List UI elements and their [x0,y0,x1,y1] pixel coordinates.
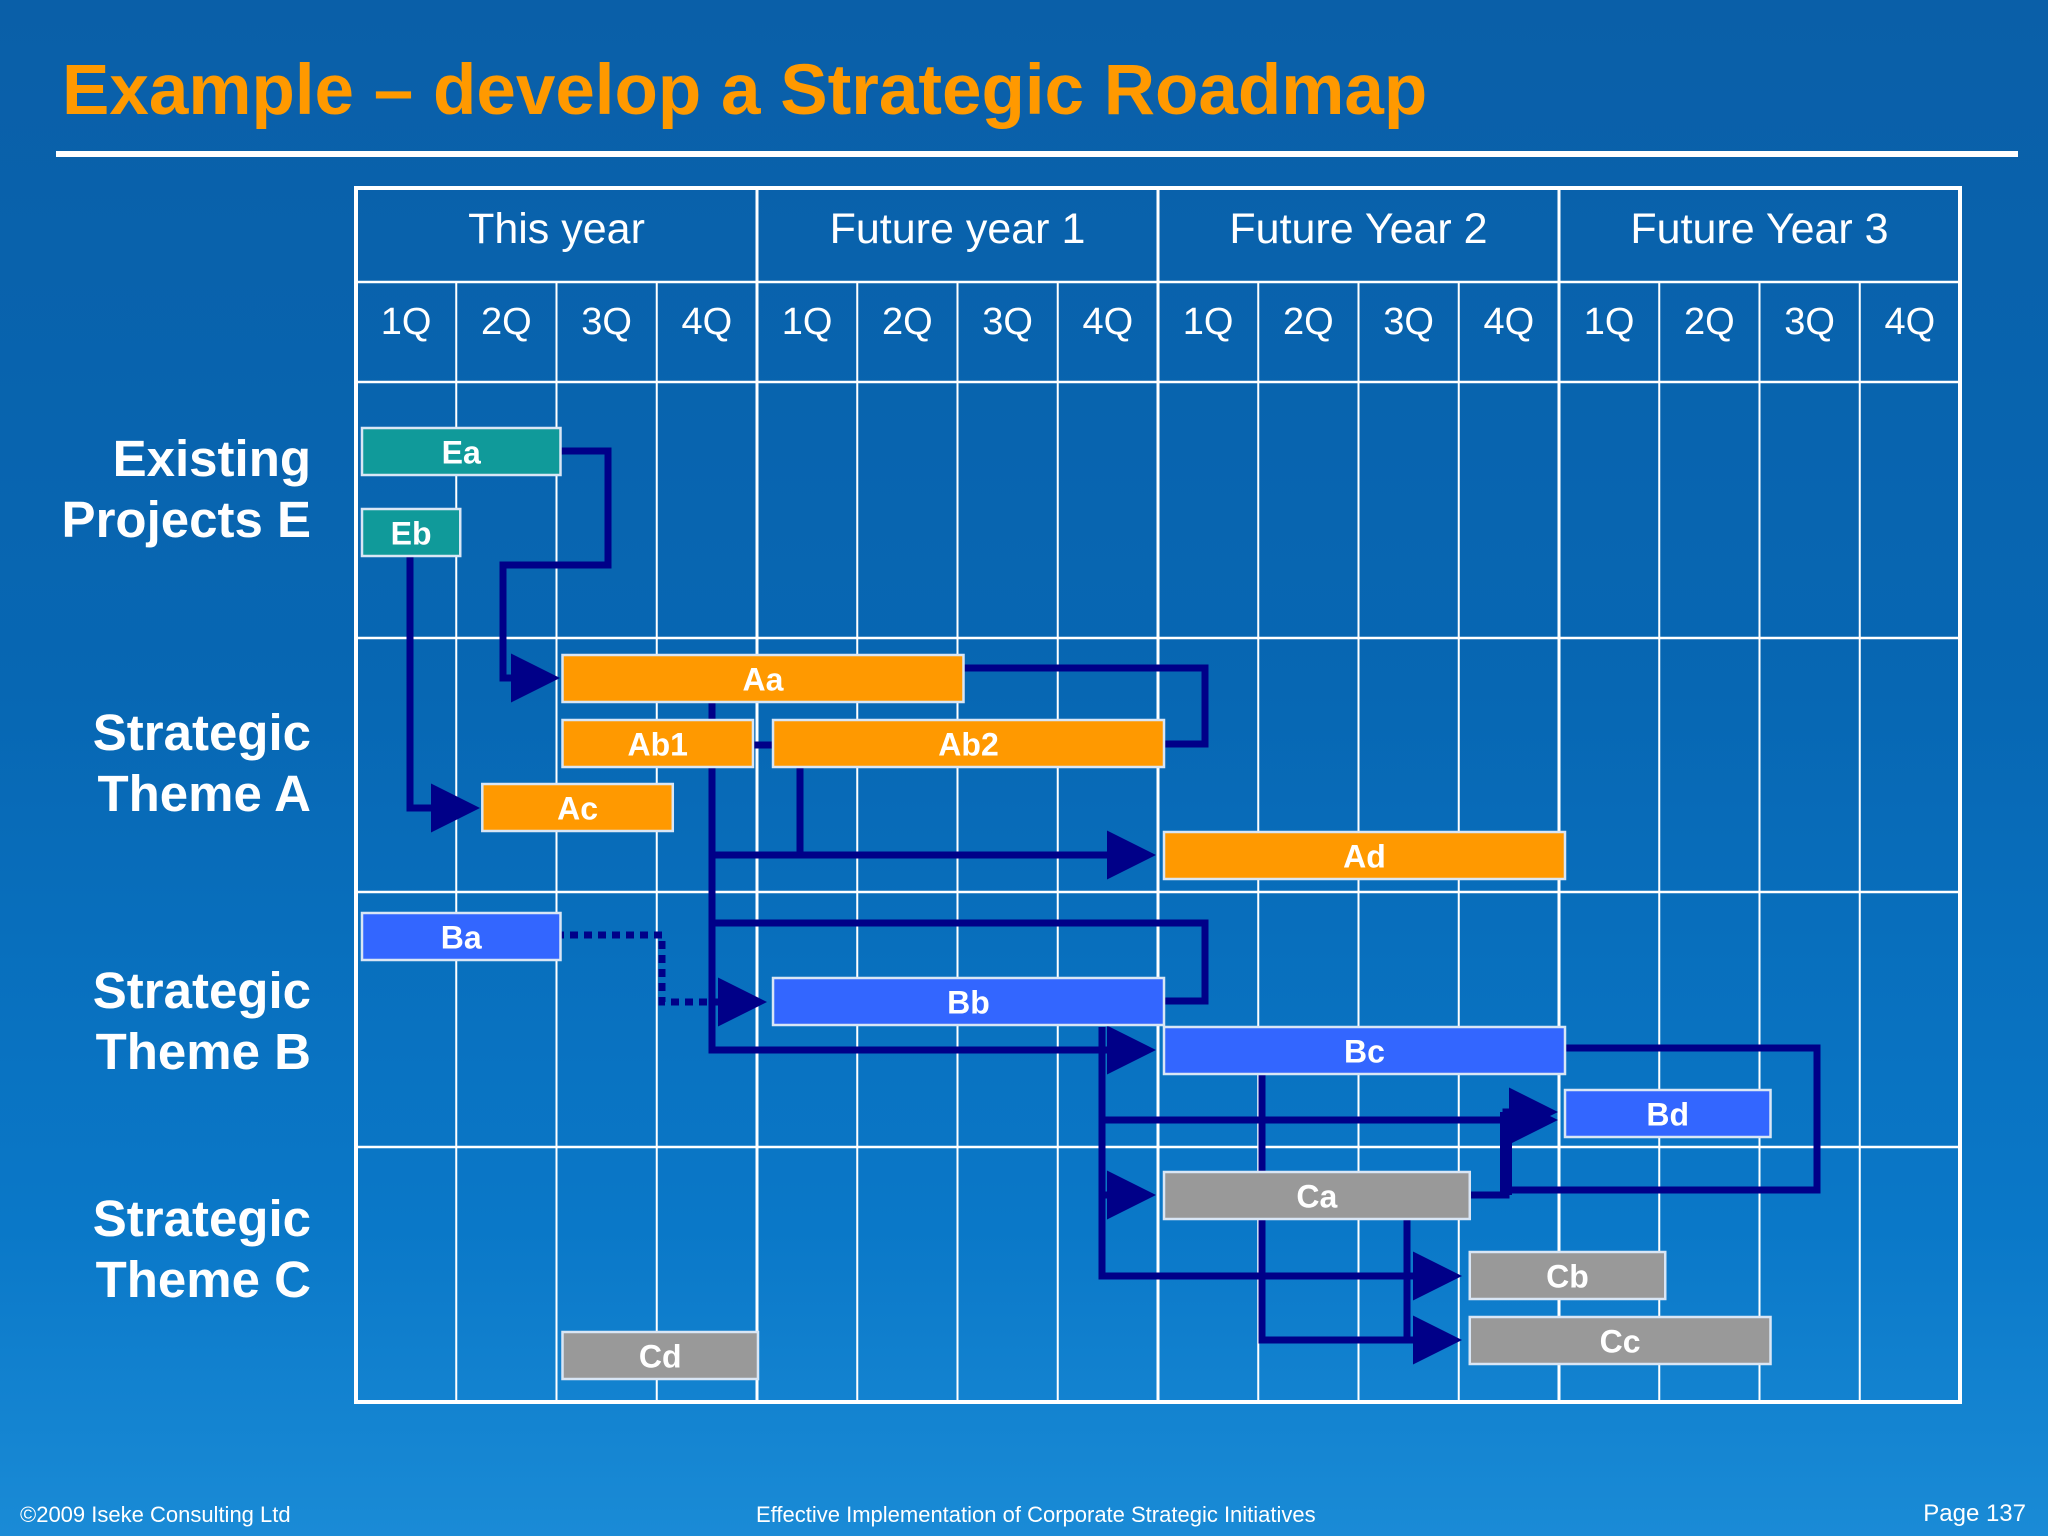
quarter-header: 1Q [782,301,833,343]
task-bar-ca [1162,1170,1472,1221]
row-label-theme-b: Strategic Theme B [92,962,311,1080]
quarter-header: 2Q [1283,301,1334,343]
footer-copyright: ©2009 Iseke Consulting Ltd [20,1502,291,1527]
task-label-ab1: Ab1 [628,727,688,763]
dependency-bb-to-bc [712,919,1209,1005]
roadmap-gantt: This year Future year 1 Future Year 2 Futur… [360,205,1935,1381]
task-bar-bb [771,976,1166,1027]
task-label-cd: Cd [639,1339,682,1375]
quarter-header: 2Q [481,301,532,343]
dependency-bc-to-cc [1258,1027,1462,1365]
task-bar-cb [1468,1250,1667,1301]
task-bars: Ea Eb Aa Ab1 Ab2 Ac Ad Ba Bb Bc Bd Ca Cb Cc Cd [360,426,1772,1381]
task-label-bc: Bc [1344,1034,1385,1070]
task-bar-ab1 [561,718,755,769]
task-bar-bc [1162,1025,1567,1076]
task-bar-ad [1162,830,1567,881]
task-bar-ba [360,911,562,962]
dependency-ea-to-aa [499,447,612,703]
timeline-header: This year Future year 1 Future Year 2 Futur… [381,205,1935,343]
year-header: This year [468,205,645,253]
task-label-cc: Cc [1600,1324,1641,1360]
quarter-header: 2Q [1684,301,1735,343]
quarter-header: 4Q [1083,301,1134,343]
row-label-theme-c: Strategic Theme C [92,1190,311,1308]
year-header: Future year 1 [830,205,1086,253]
row-label-existing-projects: Existing Projects E [61,430,311,548]
row-label-theme-a: Strategic Theme A [92,704,311,822]
task-label-eb: Eb [391,516,432,552]
task-label-cb: Cb [1546,1259,1589,1295]
quarter-header: 3Q [581,301,632,343]
task-label-bd: Bd [1646,1097,1689,1133]
quarter-header: 3Q [1383,301,1434,343]
task-label-ea: Ea [442,435,481,471]
task-bar-ac [481,782,675,833]
dependency-ba-to-bb [556,931,767,1027]
task-bar-cd [561,1330,760,1381]
dependency-arrows [406,447,1821,1365]
task-label-ad: Ad [1343,839,1386,875]
task-bar-aa [561,653,965,704]
quarter-header: 4Q [1885,301,1936,343]
slide-title: Example – develop a Strategic Roadmap [62,51,1428,130]
quarter-header: 1Q [1584,301,1635,343]
footer-course-title: Effective Implementation of Corporate St… [756,1502,1316,1527]
quarter-header: 3Q [1784,301,1835,343]
task-label-ac: Ac [557,791,598,827]
dependency-bc-to-cb [1098,1195,1462,1301]
task-bar-cc [1468,1315,1772,1366]
task-bar-ab2 [771,718,1166,769]
task-label-ab2: Ab2 [938,727,998,763]
title-underline [56,151,2018,157]
task-label-aa: Aa [743,662,784,698]
task-bar-eb [360,507,462,558]
task-label-ca: Ca [1296,1179,1337,1215]
dependency-bc-loop [1508,1044,1821,1194]
year-header: Future Year 3 [1630,205,1888,253]
footer-page-number: Page 137 [1923,1500,2026,1527]
quarter-header: 2Q [882,301,933,343]
quarter-header: 3Q [982,301,1033,343]
task-label-ba: Ba [441,920,482,956]
quarter-header: 1Q [1183,301,1234,343]
task-label-bb: Bb [947,985,990,1021]
quarter-header: 4Q [682,301,733,343]
task-bar-bd [1563,1088,1772,1139]
dependency-eb-to-ac [406,556,480,833]
quarter-header: 1Q [381,301,432,343]
task-bar-ea [360,426,562,477]
quarter-header: 4Q [1484,301,1535,343]
year-header: Future Year 2 [1229,205,1487,253]
